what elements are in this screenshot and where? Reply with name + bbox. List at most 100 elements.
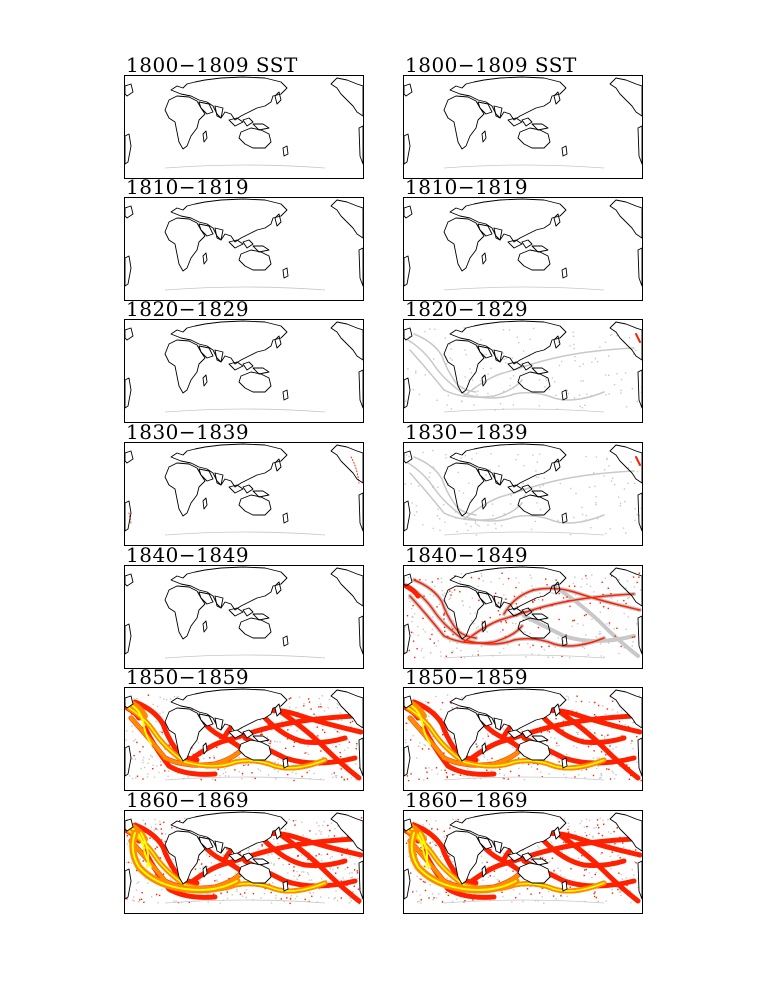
observation-dot xyxy=(588,701,591,703)
observation-dot xyxy=(604,737,606,740)
observation-dot xyxy=(267,774,270,776)
observation-dot xyxy=(423,656,425,659)
observation-dot xyxy=(428,823,431,826)
observation-dot xyxy=(598,633,600,635)
observation-dot xyxy=(173,696,176,698)
observation-dot xyxy=(156,828,159,831)
observation-dot xyxy=(543,902,545,904)
observation-dot xyxy=(269,745,272,748)
observation-dot xyxy=(502,728,505,730)
observation-dot xyxy=(169,878,172,880)
observation-dot xyxy=(415,372,417,374)
observation-dot xyxy=(453,589,456,591)
observation-dot xyxy=(152,768,154,770)
observation-dot xyxy=(600,853,602,855)
observation-dot xyxy=(303,705,305,707)
observation-dot xyxy=(126,843,129,845)
observation-dot xyxy=(434,710,437,713)
coastline xyxy=(561,145,568,157)
observation-dot xyxy=(334,828,336,830)
observation-dot xyxy=(305,845,307,848)
observation-dot xyxy=(213,755,215,757)
observation-dot xyxy=(424,881,426,883)
observation-dot xyxy=(432,527,434,530)
observation-dot xyxy=(578,859,580,862)
observation-dot xyxy=(507,778,509,780)
observation-dot xyxy=(619,505,621,507)
observation-dot xyxy=(439,529,441,532)
observation-dot xyxy=(602,593,604,596)
observation-dot xyxy=(451,359,453,361)
observation-dot xyxy=(557,867,559,869)
observation-dot xyxy=(412,735,414,737)
observation-dot xyxy=(483,754,485,756)
observation-dot xyxy=(307,873,310,876)
coastline xyxy=(449,566,567,611)
observation-dot xyxy=(307,698,310,700)
map-panel: 1820−1829 xyxy=(403,299,643,423)
coastline xyxy=(517,617,551,639)
observation-dot xyxy=(561,655,563,658)
observation-dot xyxy=(595,636,597,638)
observation-dot xyxy=(318,853,320,855)
observation-dot xyxy=(207,893,209,895)
observation-dot xyxy=(632,748,634,750)
observation-dot xyxy=(590,395,593,397)
observation-dot xyxy=(468,379,470,382)
observation-dot xyxy=(440,708,442,711)
observation-dot xyxy=(631,740,633,742)
observation-dot xyxy=(130,862,133,864)
observation-dot xyxy=(605,532,607,535)
observation-dot xyxy=(518,893,521,895)
observation-dot xyxy=(542,484,544,486)
observation-dot xyxy=(633,874,635,876)
ship-track xyxy=(419,832,429,868)
observation-dot xyxy=(301,871,303,873)
coastline xyxy=(170,811,288,856)
observation-dot xyxy=(452,627,455,630)
coastline xyxy=(125,377,132,409)
coastline xyxy=(481,374,487,387)
observation-dot xyxy=(570,595,572,597)
observation-dot xyxy=(620,645,622,648)
observation-dot xyxy=(424,631,426,633)
coastline xyxy=(242,361,254,371)
coastline xyxy=(125,133,132,165)
observation-dot xyxy=(431,828,433,830)
observation-dot xyxy=(304,752,306,754)
world-map xyxy=(403,565,643,669)
coastline xyxy=(517,249,551,271)
observation-dot xyxy=(618,891,620,893)
observation-dot xyxy=(150,826,153,828)
observation-dot xyxy=(320,854,322,856)
observation-dot xyxy=(343,879,345,881)
coastline xyxy=(358,615,363,655)
observation-dot xyxy=(241,774,244,776)
observation-dot xyxy=(438,893,440,895)
observation-dot xyxy=(624,372,627,374)
observation-dot xyxy=(487,735,489,737)
observation-dot xyxy=(481,575,483,577)
observation-dot xyxy=(446,775,448,778)
observation-dot xyxy=(611,892,614,894)
observation-dot xyxy=(452,774,454,776)
observation-dot xyxy=(476,746,478,748)
observation-dot xyxy=(587,745,590,748)
observation-dot xyxy=(450,408,453,410)
observation-dot xyxy=(322,725,324,727)
observation-dot xyxy=(336,730,339,733)
coastline xyxy=(637,737,642,777)
observation-dot xyxy=(477,745,479,747)
observation-dot xyxy=(605,639,607,641)
observation-dot xyxy=(191,747,193,749)
map-panel: 1860−1869 xyxy=(124,790,364,914)
observation-dot xyxy=(618,872,620,874)
observation-dot xyxy=(448,598,450,600)
observation-dot xyxy=(198,859,200,861)
observation-dot xyxy=(605,754,607,756)
observation-dot xyxy=(188,901,190,903)
antarctic-coastline xyxy=(164,286,326,291)
coastline xyxy=(493,595,503,609)
observation-dot xyxy=(611,851,613,853)
observation-dot xyxy=(286,897,288,899)
